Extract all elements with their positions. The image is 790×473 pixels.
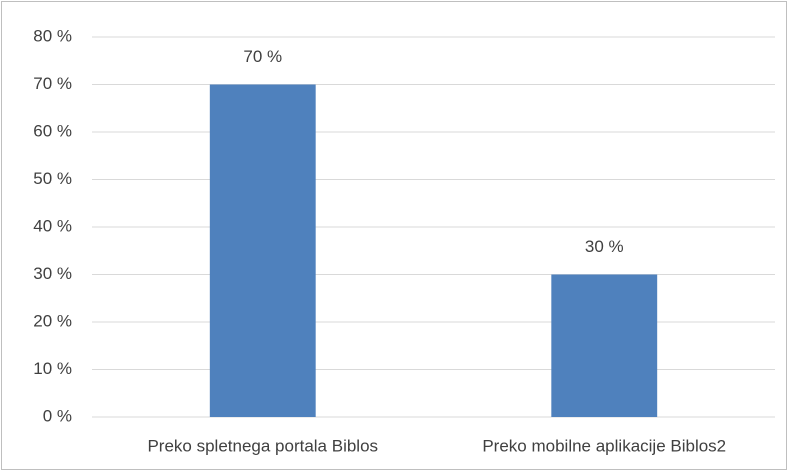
x-tick-label: Preko spletnega portala Biblos xyxy=(147,436,378,455)
data-label: 70 % xyxy=(243,47,282,66)
y-tick-label: 50 % xyxy=(33,169,72,188)
y-tick-label: 0 % xyxy=(43,406,72,425)
y-tick-label: 70 % xyxy=(33,74,72,93)
y-tick-label: 60 % xyxy=(33,121,72,140)
y-tick-label: 40 % xyxy=(33,216,72,235)
x-tick-label: Preko mobilne aplikacije Biblos2 xyxy=(482,436,726,455)
y-tick-label: 80 % xyxy=(33,26,72,45)
y-tick-label: 20 % xyxy=(33,311,72,330)
data-label: 30 % xyxy=(585,237,624,256)
bar xyxy=(209,84,316,417)
y-tick-label: 10 % xyxy=(33,359,72,378)
bar xyxy=(551,274,658,417)
y-tick-label: 30 % xyxy=(33,264,72,283)
